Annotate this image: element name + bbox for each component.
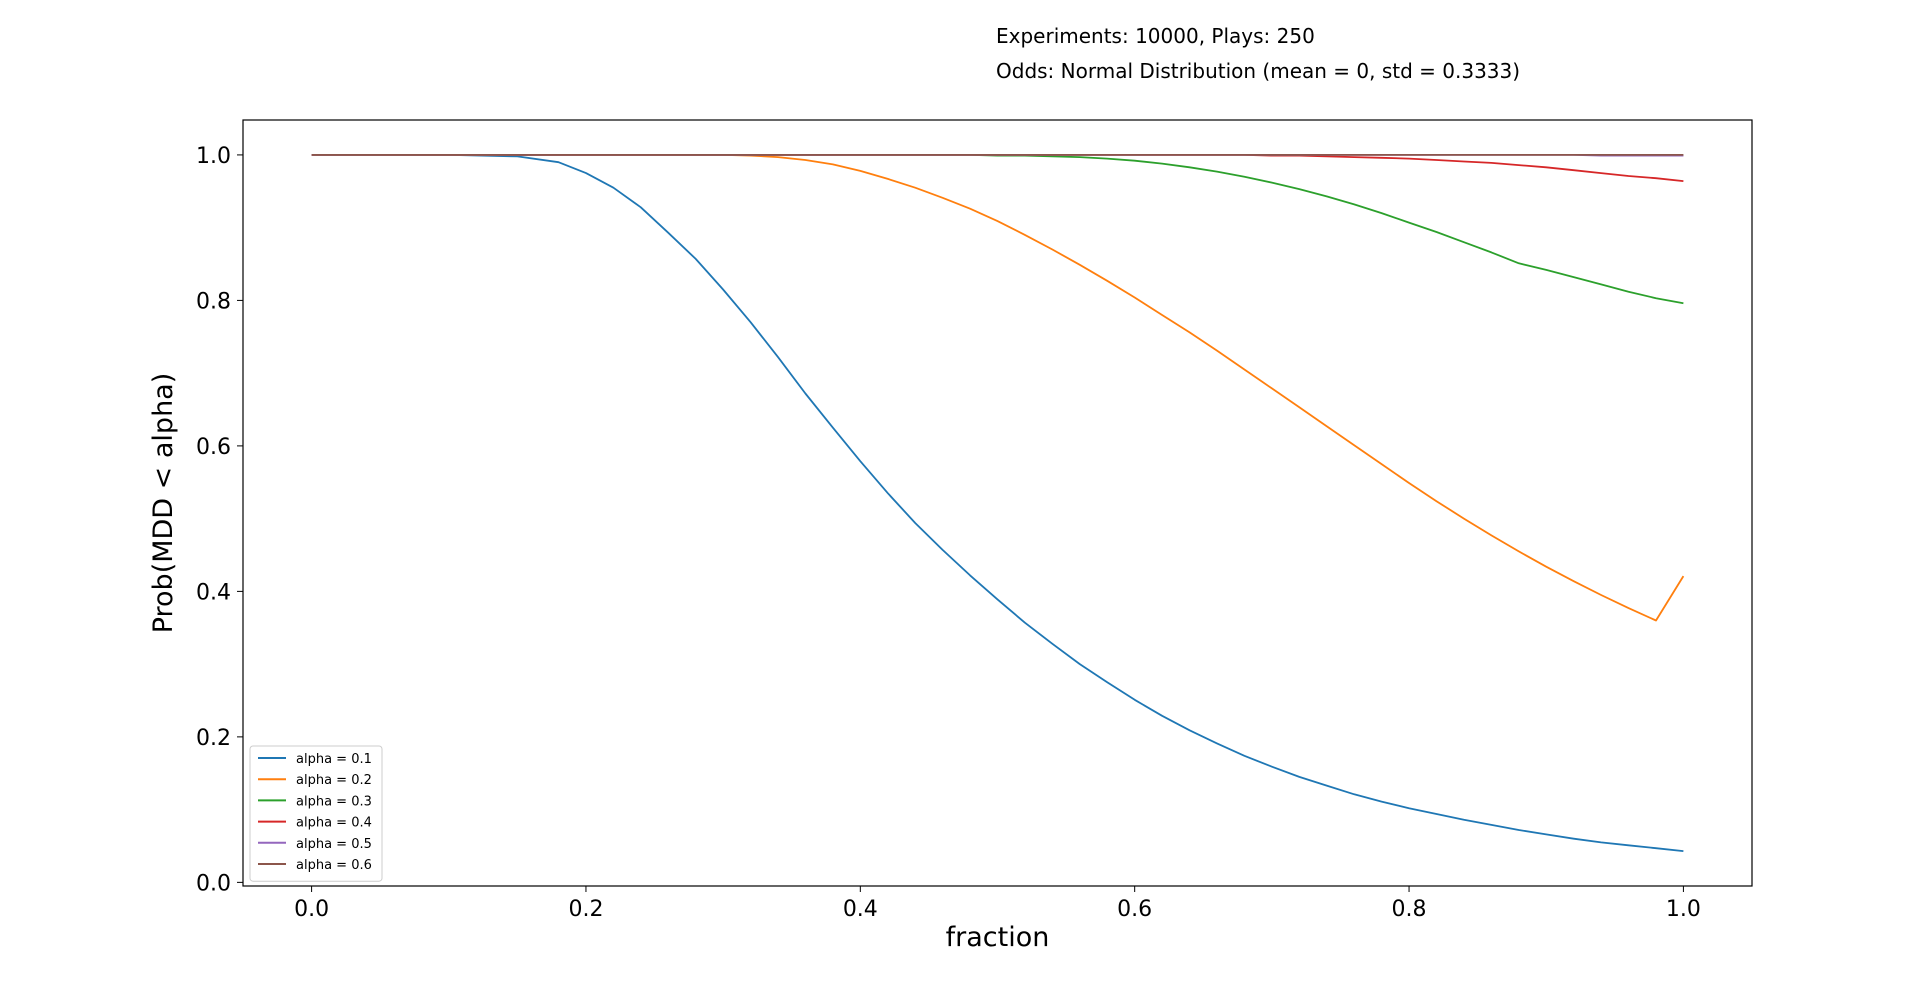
plot-area-frame	[242, 119, 1753, 887]
legend-label-1: alpha = 0.1	[296, 752, 372, 767]
y-tick-label: 0.8	[196, 289, 231, 314]
y-tick-label: 0.6	[196, 435, 231, 460]
legend-label-4: alpha = 0.4	[296, 816, 372, 831]
legend: alpha = 0.1 alpha = 0.2 alpha = 0.3 alpha =…	[249, 745, 383, 882]
x-tick-label: 0.0	[294, 897, 329, 922]
chart-subtitle-experiments: Experiments: 10000, Plays: 250	[996, 24, 1315, 48]
legend-label-3: alpha = 0.3	[296, 794, 372, 809]
x-tick-label: 1.0	[1666, 897, 1701, 922]
y-tick-label: 0.4	[196, 580, 231, 605]
legend-label-6: alpha = 0.6	[296, 858, 372, 873]
y-tick-label: 0.2	[196, 726, 231, 751]
y-tick-label: 0.0	[196, 871, 231, 896]
x-axis-label: fraction	[946, 922, 1050, 953]
x-axis-ticks: 0.0 0.2 0.4 0.6 0.8 1.0	[294, 886, 1701, 922]
y-axis-label: Prob(MDD < alpha)	[148, 373, 179, 634]
x-tick-label: 0.8	[1392, 897, 1427, 922]
series-line-1	[311, 153, 1684, 852]
series-line-2	[311, 153, 1685, 622]
x-tick-label: 0.6	[1117, 897, 1152, 922]
chart-subtitle-odds: Odds: Normal Distribution (mean = 0, std…	[996, 59, 1521, 83]
series-line-3	[311, 153, 1684, 305]
series-line-4	[311, 153, 1684, 182]
y-tick-label: 1.0	[196, 144, 231, 169]
y-axis-ticks: 0.0 0.2 0.4 0.6 0.8 1.0	[196, 144, 243, 896]
plot-series-group	[311, 153, 1685, 852]
x-tick-label: 0.4	[843, 897, 878, 922]
legend-label-5: alpha = 0.5	[296, 837, 372, 852]
legend-label-2: alpha = 0.2	[296, 773, 372, 788]
x-tick-label: 0.2	[568, 897, 603, 922]
